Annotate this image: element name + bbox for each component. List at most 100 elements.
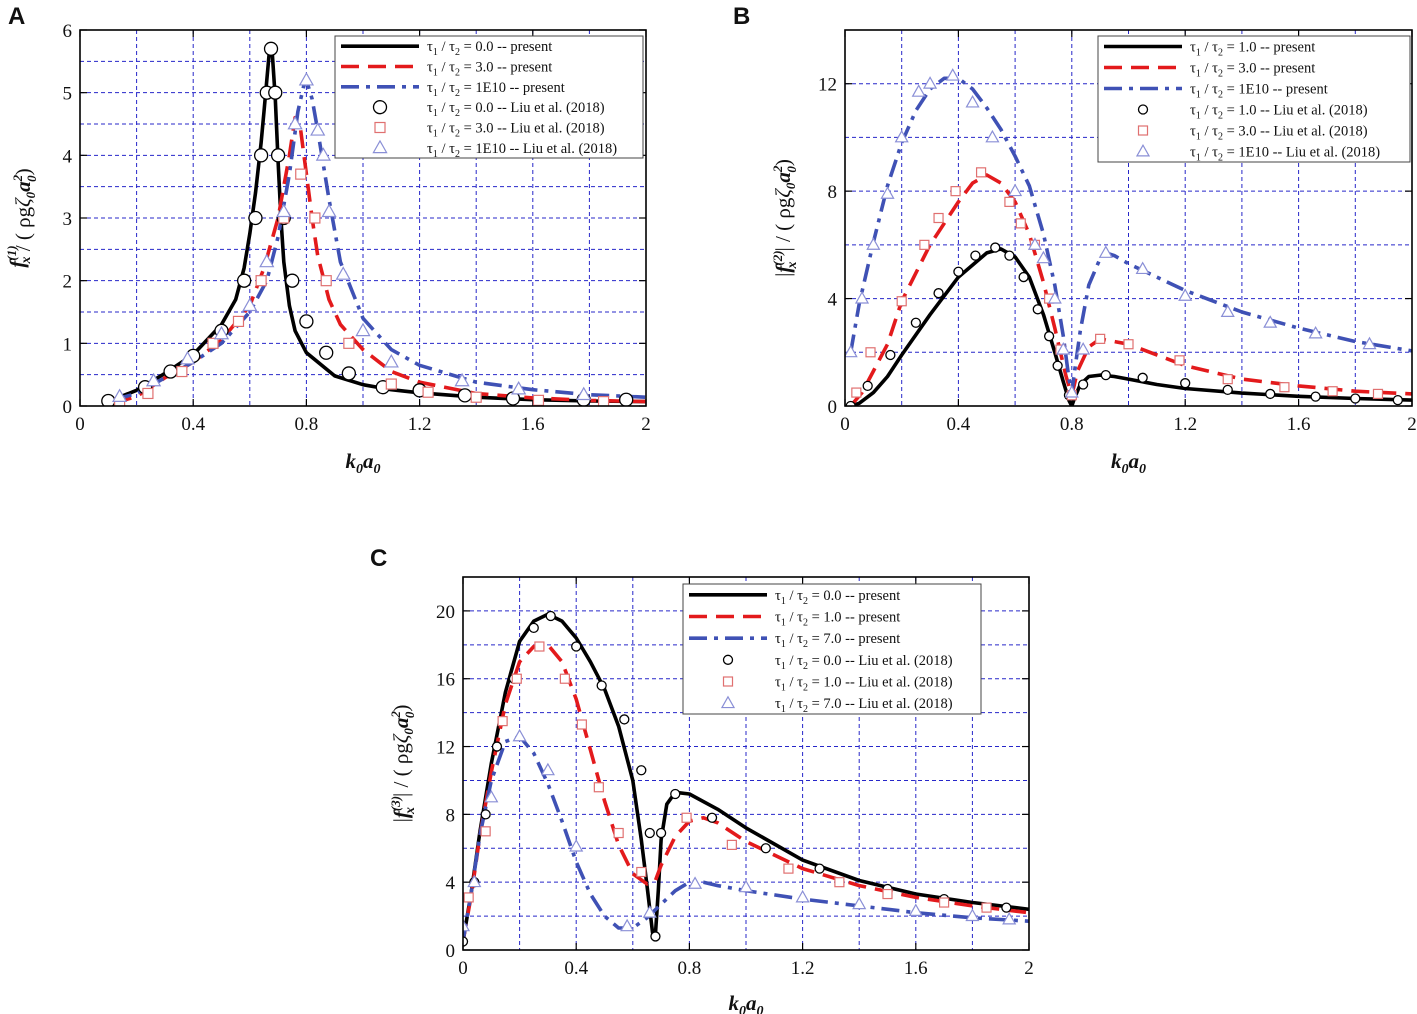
data-point-circle [655,827,667,839]
x-tick-label: 1.6 [904,958,928,979]
legend-item: τ1 / τ2 = 3.0 -- Liu et al. (2018) [374,121,605,140]
x-tick-label: 0.4 [564,958,588,979]
legend-item: τ1 / τ2 = 3.0 -- present [341,60,552,79]
data-point-circle [1350,393,1361,404]
x-axis-label: k0a0 [346,449,381,477]
y-tick-label: 0 [446,941,456,962]
data-point-square [613,827,624,839]
data-point-triangle [576,386,592,401]
y-tick-label: 1 [63,334,73,355]
data-point-square [1222,374,1233,385]
data-point-square [559,673,570,684]
data-point-triangle [1056,342,1071,355]
data-point-triangle [298,72,315,86]
data-point-triangle [1098,245,1113,258]
data-point-circle [319,345,334,360]
data-point-circle [341,366,357,381]
data-point-circle [1310,391,1321,402]
data-point-triangle [321,203,337,218]
data-point-square [320,275,332,287]
data-point-triangle [454,372,470,387]
panel-a: A 0 0.4 0.8 1.2 1.6 2 0 1 2 3 4 5 6 τ1 / τ2 = 0.0 -- p… [4,3,651,477]
data-point-triangle [687,876,703,889]
legend-item: τ1 / τ2 = 1.0 -- present [689,610,900,629]
y-tick-label: 20 [436,602,455,623]
legend-item: τ1 / τ2 = 1.0 -- present [1104,40,1315,59]
legend-swatch-triangle [372,139,388,154]
data-point-square [865,347,876,358]
data-point-triangle [911,84,926,97]
legend-label: τ1 / τ2 = 1.0 -- Liu et al. (2018) [775,675,953,694]
data-point-triangle [512,728,527,742]
data-point-square [343,337,355,349]
data-point-triangle [1027,237,1043,250]
data-point-square [1123,339,1134,350]
data-point-triangle [287,115,303,130]
data-point-circle [845,400,856,406]
data-point-square [295,168,307,180]
legend-label: τ1 / τ2 = 3.0 -- Liu et al. (2018) [1190,124,1368,143]
data-point-square [783,863,794,874]
data-point-triangle [908,903,923,917]
legend-item: τ1 / τ2 = 1E10 -- Liu et al. (2018) [372,139,617,160]
data-point-triangle [276,203,292,218]
data-point-square [593,782,604,793]
data-point-triangle [383,354,399,368]
data-point-triangle [1362,336,1377,350]
data-point-square [834,877,845,888]
data-point-square [950,186,961,197]
data-point-circle [1222,384,1233,396]
legend-item: τ1 / τ2 = 3.0 -- present [1104,61,1315,80]
y-axis-label: f(1)x / ( ρgζ0a20) [4,168,39,267]
data-point-square [534,641,545,652]
data-point-triangle [795,889,810,903]
legend-label: τ1 / τ2 = 3.0 -- Liu et al. (2018) [427,121,605,140]
data-point-circle [571,641,582,652]
data-point-circle [596,680,607,691]
data-point-circle [1032,304,1043,315]
data-point-circle [248,210,263,226]
data-point-triangle [965,94,980,108]
legend-label: τ1 / τ2 = 0.0 -- present [775,588,900,607]
x-tick-label: 0.4 [947,414,971,435]
data-point-circle [268,85,283,100]
data-point-square [1174,355,1185,366]
x-tick-label: 0.4 [181,414,205,435]
plot-area [101,41,646,406]
data-point-triangle [866,237,881,250]
data-point-square [576,719,587,730]
legend-box [682,583,982,715]
legend-label: τ1 / τ2 = 1.0 -- present [775,610,900,629]
legend-box [334,35,644,159]
data-point-circle [1052,360,1063,371]
y-axis-label: |f(2)x| / ( ρgζ0a20) [770,159,800,277]
x-tick-label: 1.6 [1287,414,1311,435]
data-point-circle [619,392,634,406]
x-tick-label: 0 [840,414,850,435]
legend-item: τ1 / τ2 = 3.0 -- Liu et al. (2018) [1137,124,1368,143]
y-tick-label: 2 [63,272,73,293]
data-point-circle [1001,902,1012,913]
data-point-circle [885,349,896,361]
y-tick-label: 16 [436,670,455,691]
data-point-triangle [310,122,326,136]
data-point-circle [480,809,491,820]
x-axis-label: k0a0 [729,991,764,1014]
data-point-square [933,212,944,224]
legend-label: τ1 / τ2 = 3.0 -- present [1190,61,1315,80]
plot-area [463,610,1029,947]
panel-label: C [370,545,387,572]
y-tick-label: 4 [446,873,456,894]
data-point-triangle [1220,304,1235,317]
legend-box [1097,35,1411,163]
data-point-circle [619,714,630,725]
data-point-square [1004,196,1015,207]
data-point-triangle [242,297,258,312]
x-tick-label: 1.6 [521,414,545,435]
plot-area [845,68,1412,406]
data-point-triangle [620,918,635,932]
data-point-square [207,337,219,349]
data-point-triangle [315,147,332,161]
data-point-triangle [511,380,527,395]
data-point-circle [933,288,944,299]
